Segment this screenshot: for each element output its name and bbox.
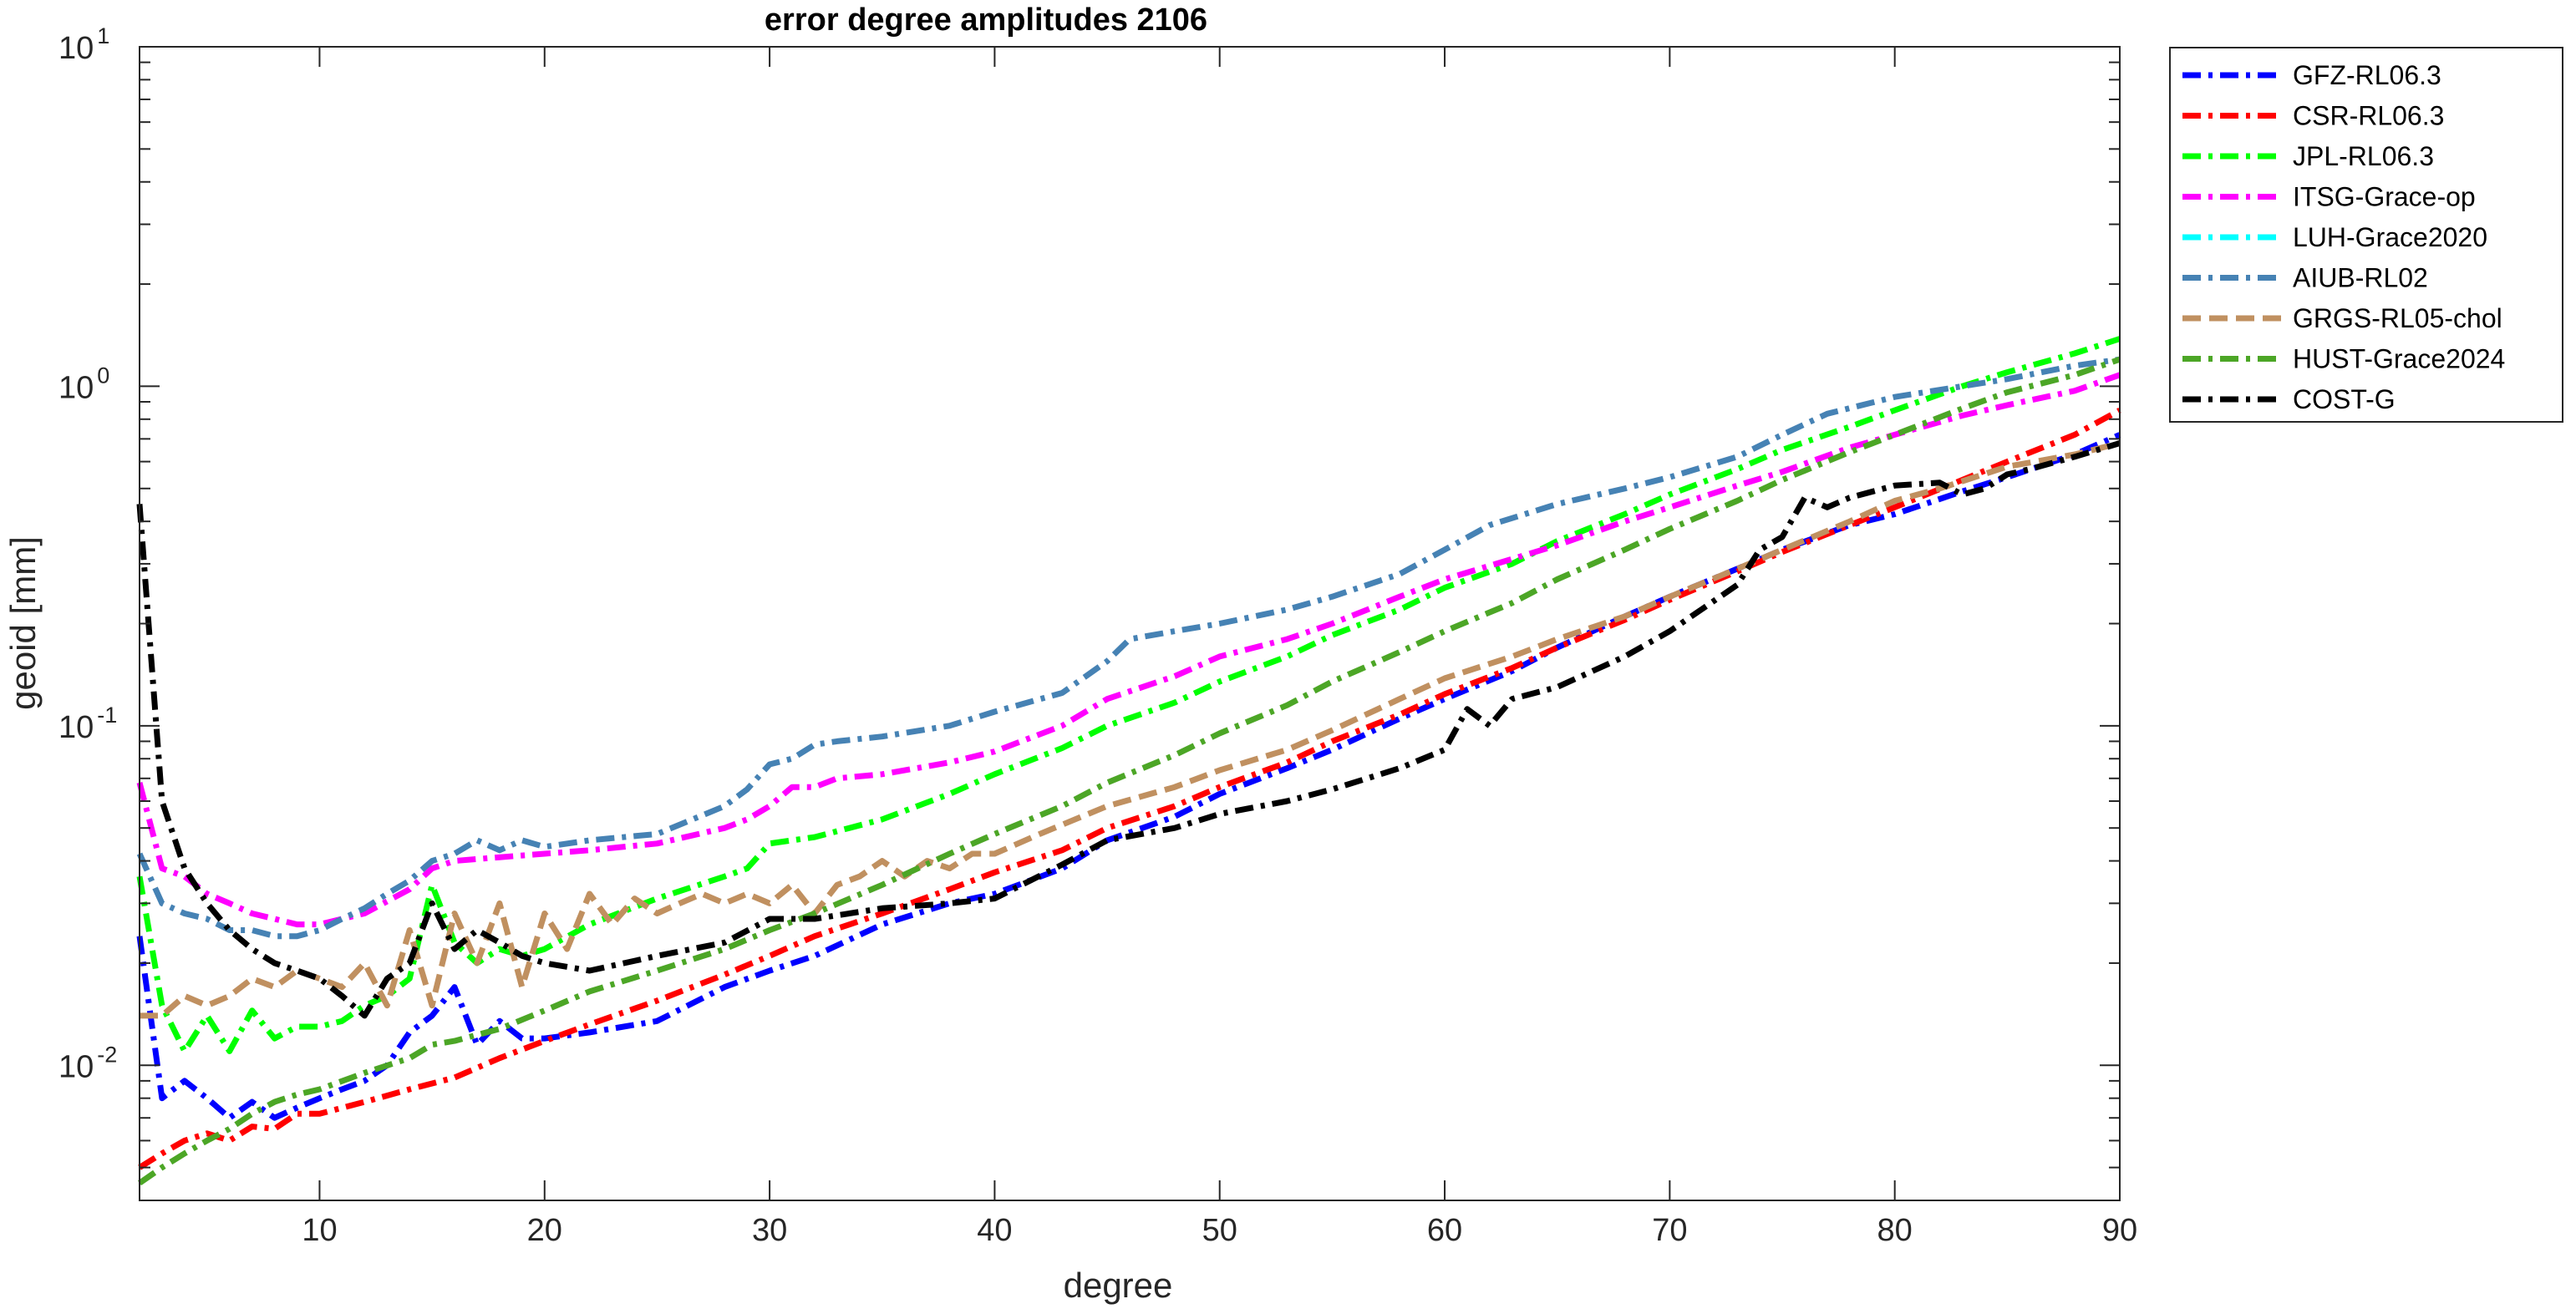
chart-title: error degree amplitudes 2106 <box>765 3 1207 38</box>
x-axis-label: degree <box>1064 1266 1173 1305</box>
y-axis-label: geoid [mm] <box>3 536 43 710</box>
legend-label: ITSG-Grace-op <box>2293 182 2476 212</box>
legend-label: JPL-RL06.3 <box>2293 141 2434 171</box>
series-layer <box>136 336 2121 1186</box>
y-tick-label: 10 1 <box>58 23 109 66</box>
y-tick-label: 10 -1 <box>58 703 117 745</box>
x-tick-label: 40 <box>977 1213 1012 1248</box>
series-line-grgs-rl05-chol <box>140 440 2121 1019</box>
series-line-csr-rl06-3 <box>138 408 2121 1170</box>
x-tick-label: 90 <box>2102 1213 2137 1248</box>
series-line-cost-g <box>136 440 2121 1019</box>
legend-label: HUST-Grace2024 <box>2293 344 2505 374</box>
x-tick-label: 30 <box>752 1213 787 1248</box>
legend-label: COST-G <box>2293 384 2396 414</box>
x-tick-label: 60 <box>1427 1213 1462 1248</box>
plot-background <box>140 47 2120 1200</box>
y-tick-label: 10 0 <box>58 363 109 405</box>
series-line-hust-grace2024 <box>138 356 2121 1186</box>
legend-label: GRGS-RL05-chol <box>2293 303 2502 333</box>
series-line-jpl-rl06-3 <box>136 336 2121 1054</box>
legend-label: LUH-Grace2020 <box>2293 222 2487 252</box>
legend-label: AIUB-RL02 <box>2293 263 2428 293</box>
y-tick-label: 10 -2 <box>58 1042 117 1084</box>
series-line-itsg-grace-op <box>136 372 2121 928</box>
legend: GFZ-RL06.3 CSR-RL06.3 JPL-RL06.3 ITSG-Grace… <box>2169 47 2563 423</box>
legend-label: CSR-RL06.3 <box>2293 101 2444 131</box>
x-tick-label: 80 <box>1877 1213 1913 1248</box>
series-line-aiub-rl02 <box>136 356 2121 940</box>
x-tick-label: 20 <box>527 1213 562 1248</box>
legend-items: GFZ-RL06.3 CSR-RL06.3 JPL-RL06.3 ITSG-Grace… <box>2182 60 2505 414</box>
x-tick-label: 70 <box>1652 1213 1687 1248</box>
x-tick-label: 10 <box>302 1213 337 1248</box>
legend-label: GFZ-RL06.3 <box>2293 60 2441 90</box>
x-tick-label: 50 <box>1202 1213 1237 1248</box>
